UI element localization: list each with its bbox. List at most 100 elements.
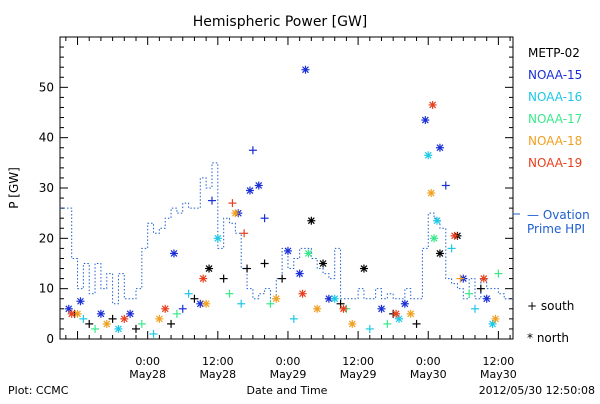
x-tick-label-date: May29	[270, 368, 307, 381]
data-point	[266, 299, 275, 308]
data-point	[102, 319, 111, 328]
data-point	[161, 304, 170, 313]
marker-legend-entry: * north	[527, 331, 569, 345]
data-point	[167, 319, 176, 328]
x-tick-label-date: May30	[480, 368, 517, 381]
data-point	[377, 304, 386, 313]
legend-entry: METP-02	[528, 46, 580, 60]
data-point	[412, 319, 421, 328]
x-tick-label-time: 12:00	[483, 355, 515, 368]
data-point	[456, 274, 465, 283]
data-point	[169, 249, 178, 258]
data-point	[207, 196, 216, 205]
data-point	[243, 264, 252, 273]
x-tick-label-date: May28	[199, 368, 236, 381]
data-point	[348, 319, 357, 328]
data-point	[260, 214, 269, 223]
data-point	[126, 309, 135, 318]
data-point	[433, 216, 442, 225]
data-point	[298, 289, 307, 298]
series-points	[64, 65, 503, 338]
data-point	[476, 284, 485, 293]
data-point	[248, 146, 257, 155]
ovation-hpi-line	[60, 162, 513, 305]
data-point	[330, 294, 339, 303]
data-point	[301, 65, 310, 74]
data-point	[199, 274, 208, 283]
data-point	[283, 246, 292, 255]
data-point	[272, 294, 281, 303]
data-point	[202, 299, 211, 308]
data-point	[319, 259, 328, 268]
data-point	[491, 314, 500, 323]
data-point	[260, 259, 269, 268]
y-tick-label: 0	[46, 332, 54, 346]
y-axis-label: P [GW]	[7, 167, 21, 209]
plot-timestamp: 2012/05/30 12:50:08	[479, 384, 595, 397]
x-tick-label-time: 12:00	[342, 355, 374, 368]
data-point	[427, 189, 436, 198]
data-point	[254, 181, 263, 190]
ovation-legend-label: — Ovation	[527, 208, 590, 222]
data-point	[108, 314, 117, 323]
data-point	[190, 294, 199, 303]
legend-entry: NOAA-17	[528, 112, 582, 126]
data-point	[430, 234, 439, 243]
y-tick-label: 30	[39, 181, 54, 195]
x-tick-label-date: May30	[410, 368, 447, 381]
data-point	[278, 274, 287, 283]
data-point	[237, 299, 246, 308]
plot-credit: Plot: CCMC	[8, 384, 69, 397]
legend-entry: NOAA-19	[528, 156, 582, 170]
data-point	[428, 100, 437, 109]
x-axis-label: Date and Time	[247, 384, 328, 397]
legend: METP-02 NOAA-15 NOAA-16 NOAA-17 NOAA-18 NOAA-…	[513, 46, 590, 345]
x-tick-label-date: May28	[129, 368, 166, 381]
data-point	[447, 244, 456, 253]
marker-legend-entry: + south	[527, 299, 574, 313]
data-point	[91, 324, 100, 333]
data-point	[421, 116, 430, 125]
data-point	[471, 304, 480, 313]
data-point	[225, 289, 234, 298]
data-point	[137, 319, 146, 328]
data-point	[400, 299, 409, 308]
data-point	[196, 299, 205, 308]
data-point	[245, 186, 254, 195]
data-point	[450, 231, 459, 240]
data-point	[213, 234, 222, 243]
data-point	[205, 264, 214, 273]
data-point	[184, 289, 193, 298]
y-axis-ticks: 0 10 20 30 40 50	[39, 46, 513, 346]
y-tick-label: 40	[39, 131, 54, 145]
data-point	[435, 249, 444, 258]
data-point	[228, 199, 237, 208]
data-point	[482, 294, 491, 303]
plot-frame	[59, 36, 514, 340]
data-point	[406, 309, 415, 318]
data-point	[392, 309, 401, 318]
data-point	[231, 209, 240, 218]
data-point	[435, 143, 444, 152]
data-point	[178, 304, 187, 313]
data-point	[240, 229, 249, 238]
data-point	[76, 297, 85, 306]
x-tick-label-time: 0:00	[276, 355, 301, 368]
data-point	[120, 314, 129, 323]
legend-entry: NOAA-16	[528, 90, 582, 104]
data-point	[465, 289, 474, 298]
y-tick-label: 20	[39, 231, 54, 245]
data-point	[289, 314, 298, 323]
data-point	[67, 309, 76, 318]
data-point	[365, 324, 374, 333]
legend-entry: NOAA-15	[528, 68, 582, 82]
data-point	[131, 324, 140, 333]
data-point	[304, 249, 313, 258]
data-point	[494, 269, 503, 278]
data-point	[219, 274, 228, 283]
x-tick-label-date: May29	[340, 368, 377, 381]
data-point	[96, 309, 105, 318]
y-tick-label: 50	[39, 80, 54, 94]
data-point	[114, 324, 123, 333]
